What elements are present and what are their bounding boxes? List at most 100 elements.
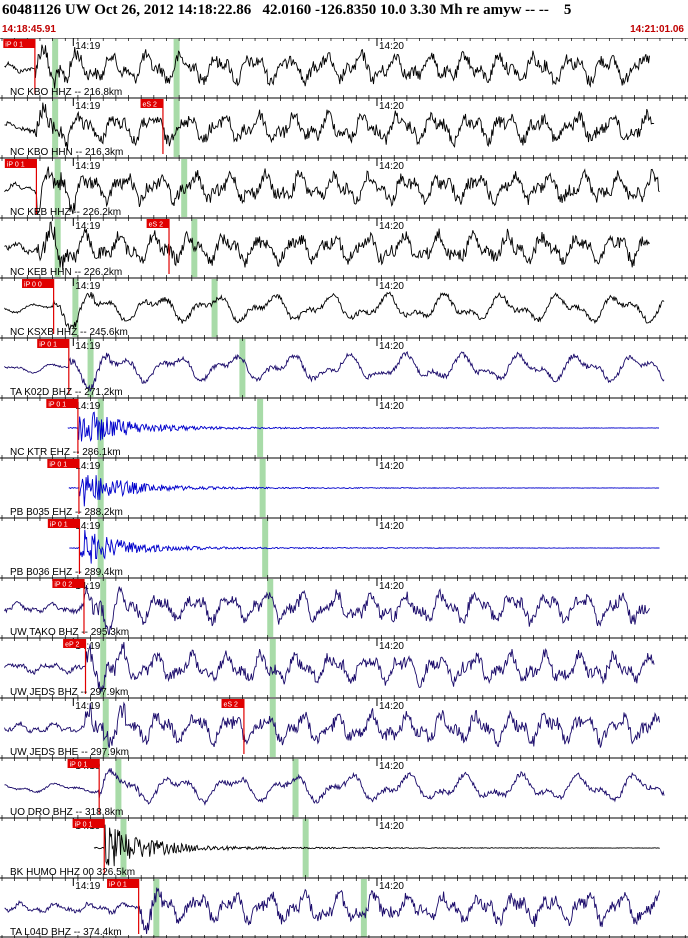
waveform xyxy=(4,887,660,935)
pick-flag[interactable] xyxy=(47,519,80,528)
minute-label: 14:19 xyxy=(75,521,100,532)
pick-label: eS 2 xyxy=(143,102,158,109)
analysis-window xyxy=(52,39,59,97)
trace-row[interactable]: 14:19 14:20 iP 0 0 NC KSXB HHZ -- 245.6km xyxy=(0,277,688,338)
minute-label: 14:19 xyxy=(75,401,100,412)
trace-row[interactable]: 14:19 14:20 iP 0 2 UW TAKO BHZ -- 295.3km xyxy=(0,577,688,638)
minute-label: 14:20 xyxy=(379,101,404,112)
minute-label: 14:19 xyxy=(75,101,100,112)
pick-label: iP 0 1 xyxy=(48,402,66,409)
waveform xyxy=(4,584,650,635)
analysis-window xyxy=(72,279,79,337)
analysis-window xyxy=(269,699,276,757)
minute-label: 14:20 xyxy=(379,581,404,592)
station-label: UW JEDS BHZ -- 297.9km xyxy=(10,687,128,698)
trace-row[interactable]: 14:19 14:20 iP 0 1 PB B035 EHZ -- 288.2km xyxy=(0,457,688,518)
pick-flag[interactable] xyxy=(72,819,105,828)
analysis-window xyxy=(257,399,264,457)
minute-label: 14:19 xyxy=(75,161,100,172)
pick-flag[interactable] xyxy=(67,759,100,768)
pick-flag[interactable] xyxy=(107,879,139,888)
station-label: NC KBO HHN -- 216.3km xyxy=(10,147,123,158)
trace-row[interactable]: 14:19 14:20 iP 0 1 NC KEB HHZ -- 226.2km xyxy=(0,157,688,218)
pick-flag[interactable] xyxy=(4,159,37,168)
analysis-window xyxy=(52,99,59,157)
trace-row[interactable]: 14:19 14:20 iP 0 1 NC KTR EHZ -- 286.1km xyxy=(0,397,688,458)
pick-flag[interactable] xyxy=(47,459,79,468)
waveform xyxy=(4,701,660,748)
waveform xyxy=(4,291,665,331)
station-label: TA K02D BHZ -- 271.2km xyxy=(10,387,123,398)
analysis-window xyxy=(153,879,160,937)
station-label: NC KEB HHZ -- 226.2km xyxy=(10,207,121,218)
trace-row[interactable]: 14:19 14:20 eS 2 UW JEDS BHE -- 297.9km xyxy=(0,697,688,758)
station-label: PB B035 EHZ -- 288.2km xyxy=(10,507,123,518)
pick-label: iP 0 1 xyxy=(109,882,127,889)
station-label: UW JEDS BHE -- 297.9km xyxy=(10,747,129,758)
pick-flag[interactable] xyxy=(140,99,163,108)
pick-label: eS 2 xyxy=(149,222,164,229)
pick-flag[interactable] xyxy=(146,219,170,228)
waveform xyxy=(67,411,659,442)
pick-label: iP 0 1 xyxy=(39,342,57,349)
pick-label: iP 0 1 xyxy=(5,42,23,49)
trace-row[interactable]: 14:19 14:20 iP 0 1 PB B036 EHZ -- 289.4km xyxy=(0,517,688,578)
analysis-window xyxy=(292,759,299,817)
analysis-window xyxy=(269,639,276,697)
analysis-window xyxy=(181,159,188,217)
minute-label: 14:19 xyxy=(75,341,100,352)
pick-label: eP 2 xyxy=(65,642,79,649)
pick-flag[interactable] xyxy=(37,339,69,348)
waveform xyxy=(4,166,660,216)
minute-label: 14:20 xyxy=(379,41,404,52)
pick-label: iP 0 1 xyxy=(49,462,67,469)
waveform xyxy=(93,824,660,867)
station-label: PB B036 EHZ -- 289.4km xyxy=(10,567,123,578)
trace-row[interactable]: 14:19 14:20 iP 0 1 TA L04D BHZ -- 374.4km xyxy=(0,877,688,938)
pick-flag[interactable] xyxy=(3,39,35,48)
analysis-window xyxy=(239,339,246,397)
analysis-window xyxy=(102,699,109,757)
pick-label: iP 0 0 xyxy=(24,282,42,289)
minute-label: 14:20 xyxy=(379,521,404,532)
pick-flag[interactable] xyxy=(52,579,84,588)
pick-flag[interactable] xyxy=(22,279,54,288)
waveform xyxy=(4,102,655,151)
pick-label: eS 2 xyxy=(224,702,239,709)
station-label: UO DRO BHZ -- 318.8km xyxy=(10,807,123,818)
pick-label: iP 0 1 xyxy=(50,522,68,529)
minute-label: 14:20 xyxy=(379,281,404,292)
analysis-window xyxy=(87,339,94,397)
minute-label: 14:20 xyxy=(379,701,404,712)
waveform xyxy=(69,529,660,564)
minute-label: 14:20 xyxy=(379,461,404,472)
event-title: 60481126 UW Oct 26, 2012 14:18:22.86 42.… xyxy=(2,2,572,18)
waveform xyxy=(4,642,655,694)
trace-row[interactable]: 14:19 14:20 iP 0 1 TA K02D BHZ -- 271.2km xyxy=(0,337,688,398)
station-label: TA L04D BHZ -- 374.4km xyxy=(10,927,122,938)
minute-label: 14:20 xyxy=(379,821,404,832)
minute-label: 14:20 xyxy=(379,161,404,172)
analysis-window xyxy=(100,639,107,697)
station-label: NC KEB HHN -- 226.2km xyxy=(10,267,122,278)
trace-row[interactable]: 14:19 14:20 iP 0 1 NC KBO HHZ -- 216.8km xyxy=(0,38,688,98)
trace-row[interactable]: 14:19 14:20 eS 2 NC KEB HHN -- 226.2km xyxy=(0,217,688,278)
station-label: BK HUMO HHZ 00 326.5km xyxy=(10,867,135,878)
station-label: NC KSXB HHZ -- 245.6km xyxy=(10,327,128,338)
minute-label: 14:19 xyxy=(75,881,100,892)
pick-flag[interactable] xyxy=(63,639,86,648)
window-start-time: 14:18:45.91 xyxy=(2,24,56,35)
analysis-window xyxy=(267,579,274,637)
minute-label: 14:19 xyxy=(75,581,100,592)
pick-flag[interactable] xyxy=(221,699,244,708)
trace-row[interactable]: 14:19 14:20 eS 2 NC KBO HHN -- 216.3km xyxy=(0,97,688,158)
minute-label: 14:19 xyxy=(75,461,100,472)
pick-label: iP 0 2 xyxy=(54,582,72,589)
analysis-window xyxy=(54,159,61,217)
pick-flag[interactable] xyxy=(46,399,78,408)
trace-row[interactable]: 14:19 14:20 eP 2 UW JEDS BHZ -- 297.9km xyxy=(0,637,688,698)
minute-label: 14:19 xyxy=(75,41,100,52)
